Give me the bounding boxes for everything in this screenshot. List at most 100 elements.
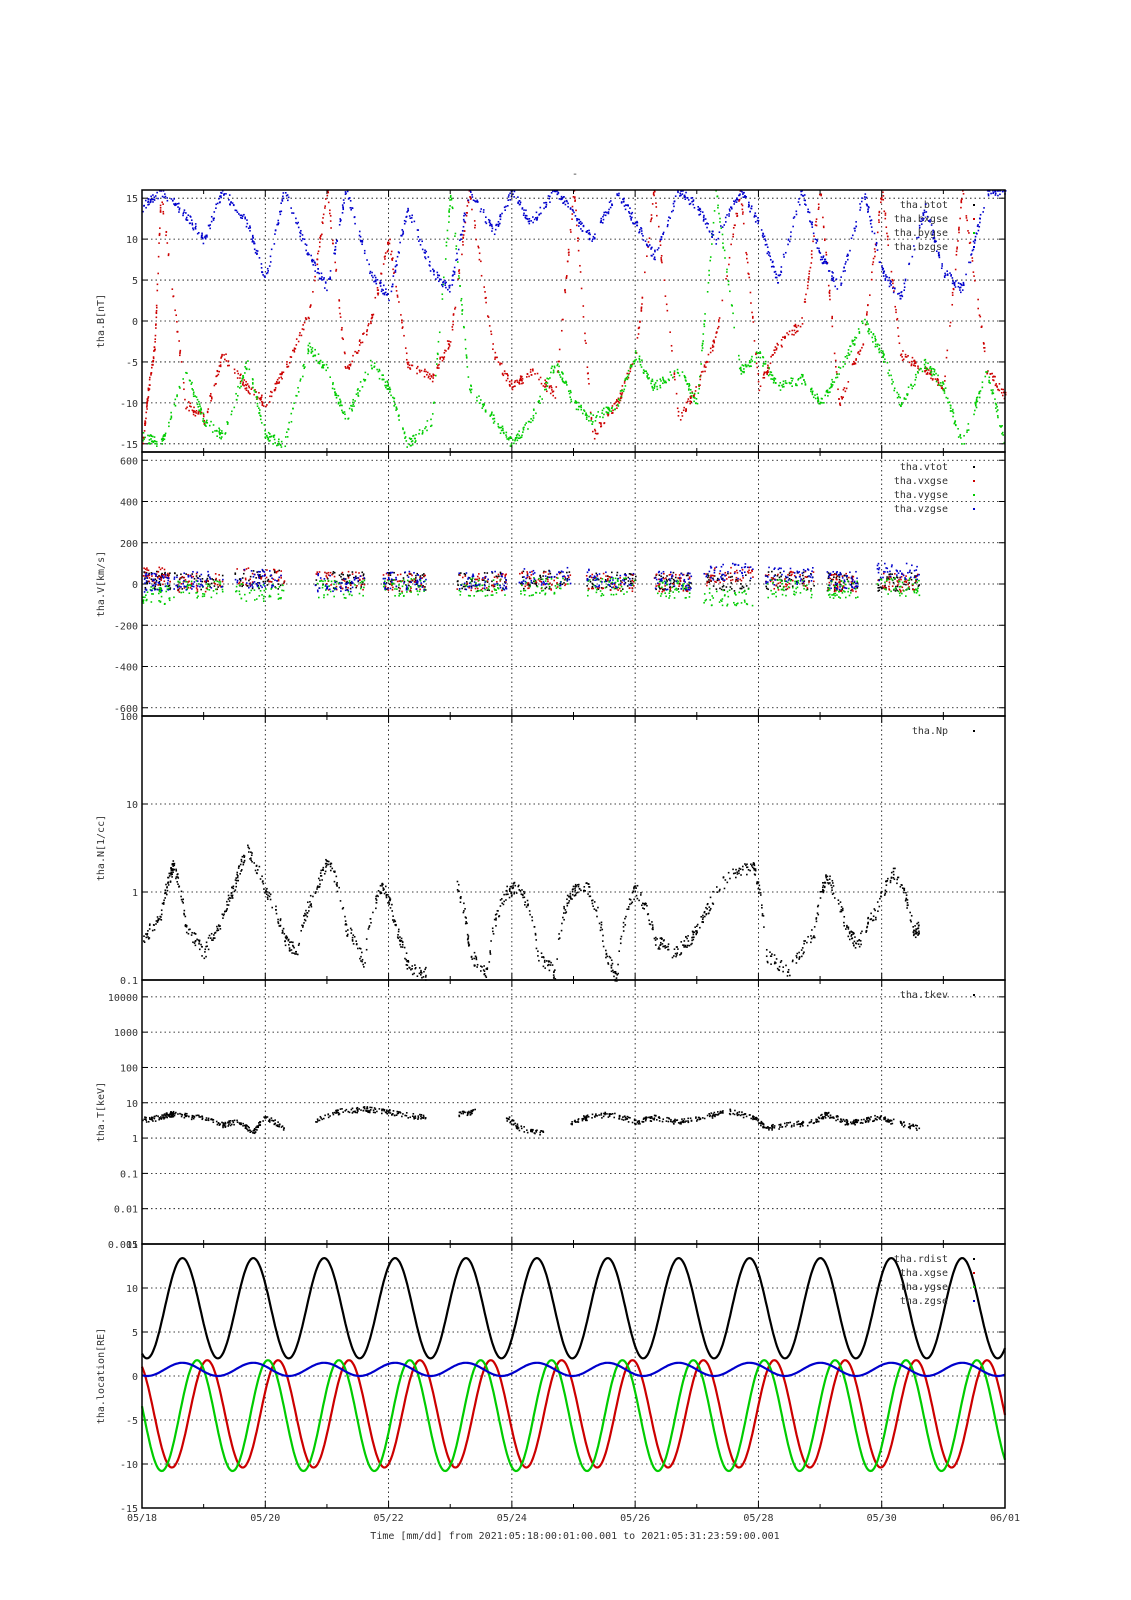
data-point [347, 365, 349, 368]
data-point [466, 366, 469, 368]
data-point [825, 389, 828, 392]
data-point [522, 570, 525, 573]
data-point [784, 336, 786, 339]
data-point [742, 577, 744, 579]
data-point [605, 575, 607, 577]
data-point [630, 217, 632, 220]
data-point [423, 251, 426, 254]
data-point [852, 362, 854, 365]
data-point [632, 222, 635, 225]
data-point [706, 226, 708, 229]
data-point [880, 201, 882, 204]
data-point [731, 575, 733, 578]
data-point [791, 385, 793, 388]
data-point [663, 577, 665, 580]
data-point [357, 392, 359, 394]
data-point [777, 589, 780, 591]
data-point [462, 236, 465, 239]
data-point [741, 568, 744, 571]
data-point [441, 359, 444, 362]
data-point [510, 445, 513, 447]
data-point [580, 406, 583, 409]
data-point [206, 585, 209, 588]
data-point [392, 579, 394, 581]
data-point [235, 590, 238, 592]
data-point [974, 409, 976, 412]
data-point [719, 221, 721, 223]
data-point [295, 344, 298, 346]
data-point [162, 210, 165, 213]
data-point [729, 572, 732, 574]
data-point [831, 378, 833, 381]
data-point [734, 580, 737, 583]
data-point [158, 233, 161, 236]
data-point [144, 596, 146, 599]
data-point [564, 203, 567, 206]
data-point [251, 382, 254, 384]
data-point [149, 200, 152, 202]
data-point [834, 285, 837, 288]
data-point [478, 258, 481, 261]
data-point [577, 405, 580, 408]
data-point [609, 585, 611, 588]
data-point [499, 580, 502, 582]
data-point [656, 385, 658, 388]
data-point [242, 381, 245, 384]
data-point [831, 325, 834, 328]
data-point [532, 216, 534, 218]
data-point [148, 435, 151, 437]
data-point [192, 227, 194, 229]
data-point [505, 434, 507, 436]
data-point [538, 400, 540, 402]
data-point [741, 208, 744, 211]
data-point [522, 431, 524, 433]
data-point [890, 284, 892, 286]
data-point [148, 378, 151, 381]
data-point [620, 202, 623, 204]
data-point [626, 378, 629, 381]
data-point [512, 386, 515, 388]
data-point [633, 362, 636, 365]
data-point [586, 229, 589, 232]
data-point [244, 372, 246, 374]
data-point [566, 578, 569, 580]
data-point [715, 588, 718, 590]
data-point [275, 571, 278, 573]
data-point [476, 587, 479, 590]
data-point [409, 217, 412, 219]
data-point [965, 215, 968, 217]
data-point [212, 424, 215, 426]
data-point [599, 221, 602, 224]
data-point [199, 410, 202, 413]
data-point [768, 366, 770, 369]
data-point [228, 198, 230, 201]
data-point [717, 577, 719, 580]
data-point [285, 431, 288, 433]
data-point [890, 576, 892, 579]
data-point [766, 373, 768, 376]
data-point [219, 583, 222, 585]
data-point [669, 371, 672, 373]
data-point [533, 218, 536, 221]
data-point [297, 340, 300, 343]
data-point [617, 194, 620, 197]
data-point [557, 370, 560, 373]
data-point [347, 418, 349, 420]
data-point [537, 400, 540, 403]
data-point [396, 408, 398, 410]
data-point [421, 248, 424, 251]
data-point [929, 373, 932, 375]
data-point [495, 223, 498, 226]
data-point [346, 574, 349, 576]
data-point [211, 431, 214, 433]
data-point [150, 438, 152, 440]
data-point [210, 397, 213, 400]
data-point [395, 290, 398, 292]
data-point [662, 231, 665, 234]
data-point [987, 194, 990, 197]
data-point [535, 583, 537, 586]
data-point [772, 578, 774, 580]
data-point [665, 578, 668, 581]
data-point [442, 276, 445, 279]
data-point [275, 587, 277, 589]
